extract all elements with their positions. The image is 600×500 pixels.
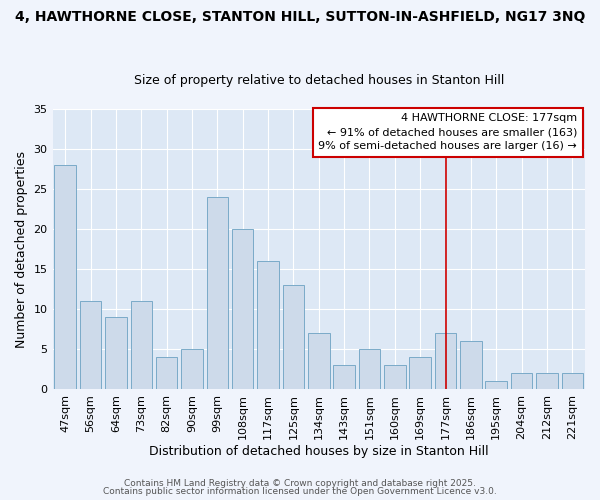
Bar	[206, 197, 228, 389]
Text: Contains public sector information licensed under the Open Government Licence v3: Contains public sector information licen…	[103, 487, 497, 496]
Bar	[105, 317, 127, 389]
Y-axis label: Number of detached properties: Number of detached properties	[15, 150, 28, 348]
Bar	[359, 349, 380, 389]
Bar	[435, 333, 457, 389]
Title: Size of property relative to detached houses in Stanton Hill: Size of property relative to detached ho…	[134, 74, 504, 87]
Bar	[334, 365, 355, 389]
Text: 4 HAWTHORNE CLOSE: 177sqm
← 91% of detached houses are smaller (163)
9% of semi-: 4 HAWTHORNE CLOSE: 177sqm ← 91% of detac…	[318, 113, 577, 151]
Bar	[308, 333, 329, 389]
Bar	[536, 373, 558, 389]
Bar	[409, 357, 431, 389]
Bar	[511, 373, 532, 389]
Bar	[257, 261, 279, 389]
Text: 4, HAWTHORNE CLOSE, STANTON HILL, SUTTON-IN-ASHFIELD, NG17 3NQ: 4, HAWTHORNE CLOSE, STANTON HILL, SUTTON…	[15, 10, 585, 24]
Bar	[562, 373, 583, 389]
Text: Contains HM Land Registry data © Crown copyright and database right 2025.: Contains HM Land Registry data © Crown c…	[124, 478, 476, 488]
Bar	[384, 365, 406, 389]
Bar	[460, 341, 482, 389]
X-axis label: Distribution of detached houses by size in Stanton Hill: Distribution of detached houses by size …	[149, 444, 488, 458]
Bar	[80, 301, 101, 389]
Bar	[131, 301, 152, 389]
Bar	[55, 165, 76, 389]
Bar	[485, 381, 507, 389]
Bar	[232, 229, 253, 389]
Bar	[156, 357, 178, 389]
Bar	[283, 285, 304, 389]
Bar	[181, 349, 203, 389]
